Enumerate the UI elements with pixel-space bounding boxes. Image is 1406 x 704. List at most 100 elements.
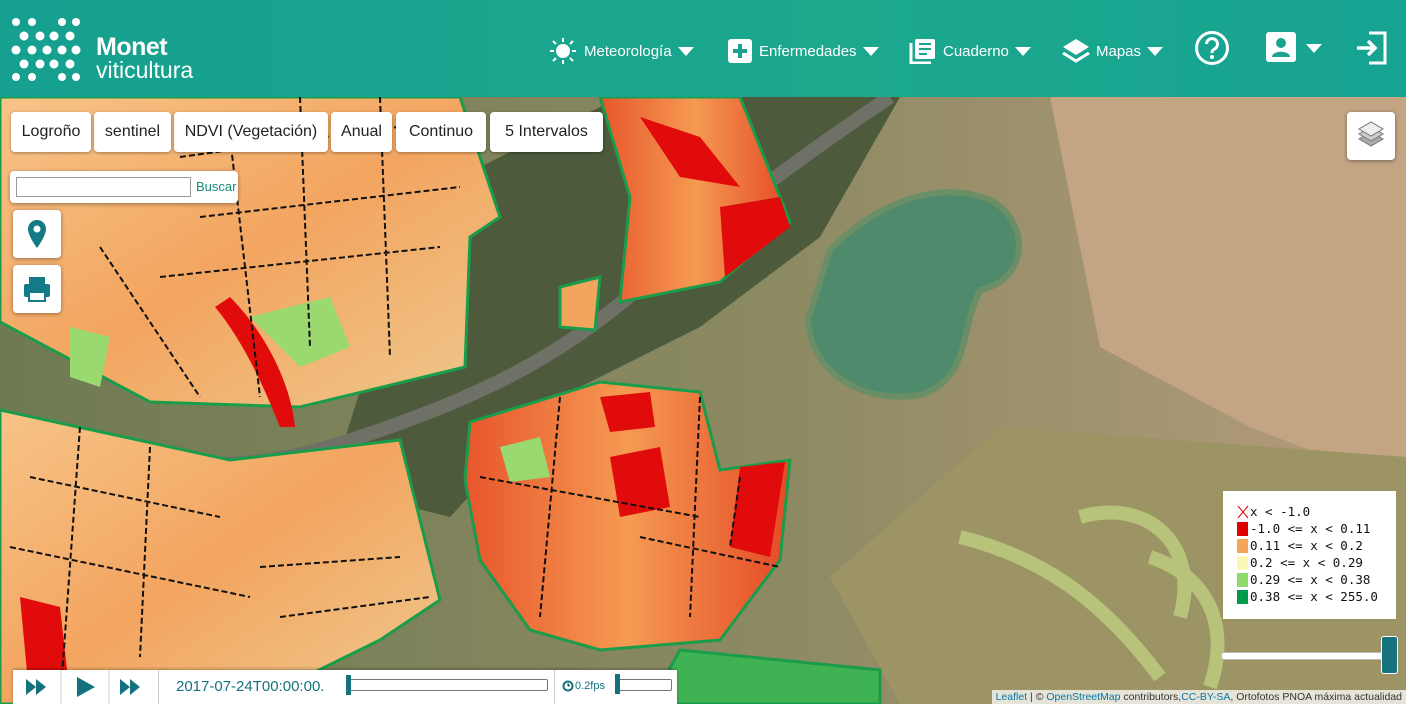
search-button[interactable]: Buscar: [196, 179, 237, 194]
shape: [1195, 31, 1229, 65]
nav-label: Cuaderno: [943, 42, 1009, 60]
shape: [35, 59, 45, 69]
shape: [158, 670, 159, 704]
shape: [0, 408, 442, 704]
filter-button[interactable]: 5 Intervalos: [490, 112, 603, 152]
logout-icon[interactable]: [1355, 31, 1389, 65]
swatch-fill: [1237, 521, 1248, 536]
link[interactable]: OpenStreetMap: [1046, 691, 1121, 703]
search-box: Buscar: [10, 171, 238, 203]
filter-button[interactable]: NDVI (Vegetación): [174, 112, 328, 152]
layers-button[interactable]: [1347, 112, 1395, 160]
link[interactable]: Leaflet: [995, 691, 1028, 703]
swatch-fill: [1237, 555, 1248, 570]
shape: [12, 18, 20, 26]
text: contributors,: [1123, 691, 1182, 703]
shape: [19, 31, 29, 41]
fps-slider[interactable]: [615, 679, 672, 691]
shape: [60, 670, 110, 704]
nav-label: Enfermedades: [759, 42, 857, 60]
text: , Ortofotos PNOA máxima actualidad: [1230, 691, 1402, 703]
shape: [1062, 51, 1090, 63]
logo-icon: [11, 18, 81, 81]
legend: x < -1.0 -1.0 <= x < 0.11 0.11 <= x < 0.2 0…: [1223, 491, 1396, 619]
filter-button[interactable]: Continuo: [396, 112, 486, 152]
time-display: 2017-07-24T00:00:00.: [176, 678, 325, 695]
shape: [562, 680, 574, 692]
time-slider[interactable]: [346, 679, 548, 691]
icon: [28, 220, 46, 248]
legend-item: x < -1.0: [1223, 503, 1396, 520]
help-icon[interactable]: [1194, 30, 1230, 66]
shape: [27, 45, 37, 55]
shape: [556, 44, 570, 58]
attribution: Leaflet | © OpenStreetMap contributors,C…: [991, 690, 1406, 704]
legend-label: -1.0 <= x < 0.11: [1250, 521, 1371, 536]
shape: [550, 38, 576, 64]
shape: [479, 396, 781, 618]
shape: [65, 59, 75, 69]
shape: [57, 45, 67, 55]
shape: [733, 44, 747, 58]
swatch-fill: [1237, 538, 1248, 553]
icon: [909, 39, 935, 64]
shape: [463, 380, 792, 652]
link[interactable]: CC-BY-SA: [1181, 691, 1231, 703]
shape: [720, 197, 790, 277]
locate-button[interactable]: [13, 210, 61, 258]
shape: [909, 43, 931, 64]
player-buttons[interactable]: [13, 670, 158, 704]
shape: [28, 291, 46, 302]
shape: [77, 677, 95, 697]
shape: [1369, 31, 1387, 65]
time-handle[interactable]: [346, 675, 351, 695]
shape: [72, 73, 80, 81]
shape: [1306, 44, 1322, 53]
icon: [1358, 121, 1384, 147]
legend-swatch: [1237, 572, 1248, 587]
nav-item[interactable]: Enfermedades: [727, 38, 879, 64]
legend-swatch: [1237, 538, 1248, 553]
shape: [58, 18, 66, 26]
no-fill-mark: [1237, 505, 1249, 518]
shape: [550, 38, 576, 64]
legend-label: 0.38 <= x < 255.0: [1250, 589, 1378, 604]
shape: [640, 117, 740, 187]
filter-button[interactable]: Anual: [331, 112, 392, 152]
nav-item[interactable]: Mapas: [1062, 38, 1164, 64]
legend-swatch: [1237, 589, 1248, 604]
shape: [1014, 47, 1031, 56]
slider-handle[interactable]: [1381, 636, 1398, 674]
logo-brand: Monet: [96, 33, 168, 61]
nav-item[interactable]: Cuaderno: [909, 38, 1031, 64]
caret: [862, 47, 879, 56]
legend-item: 0.11 <= x < 0.2: [1223, 537, 1396, 554]
shape: [42, 45, 52, 55]
shape: [71, 45, 81, 55]
legend-item: -1.0 <= x < 0.11: [1223, 520, 1396, 537]
user-icon[interactable]: [1265, 31, 1325, 63]
shape: [250, 297, 350, 367]
print-button[interactable]: [13, 265, 61, 313]
opacity-slider[interactable]: [1221, 652, 1393, 660]
caret: [677, 47, 694, 56]
shape: [1276, 38, 1286, 48]
shape: [500, 437, 550, 482]
icon: [1062, 39, 1090, 63]
fps-icon: [562, 680, 574, 692]
nav-label: Meteorología: [584, 42, 672, 60]
nav-item[interactable]: Meteorología: [548, 38, 694, 64]
filter-button[interactable]: Logroño: [11, 112, 91, 152]
shape: [730, 462, 785, 557]
shape: [28, 220, 46, 248]
filter-button[interactable]: sentinel: [94, 112, 171, 152]
shape: [1205, 37, 1219, 54]
legend-swatch: [1237, 505, 1249, 518]
icon: [24, 277, 50, 302]
icon: [728, 39, 752, 63]
fps-handle[interactable]: [615, 674, 620, 694]
search-input[interactable]: [16, 177, 191, 197]
shape: [1272, 51, 1290, 57]
shape: [33, 225, 41, 233]
